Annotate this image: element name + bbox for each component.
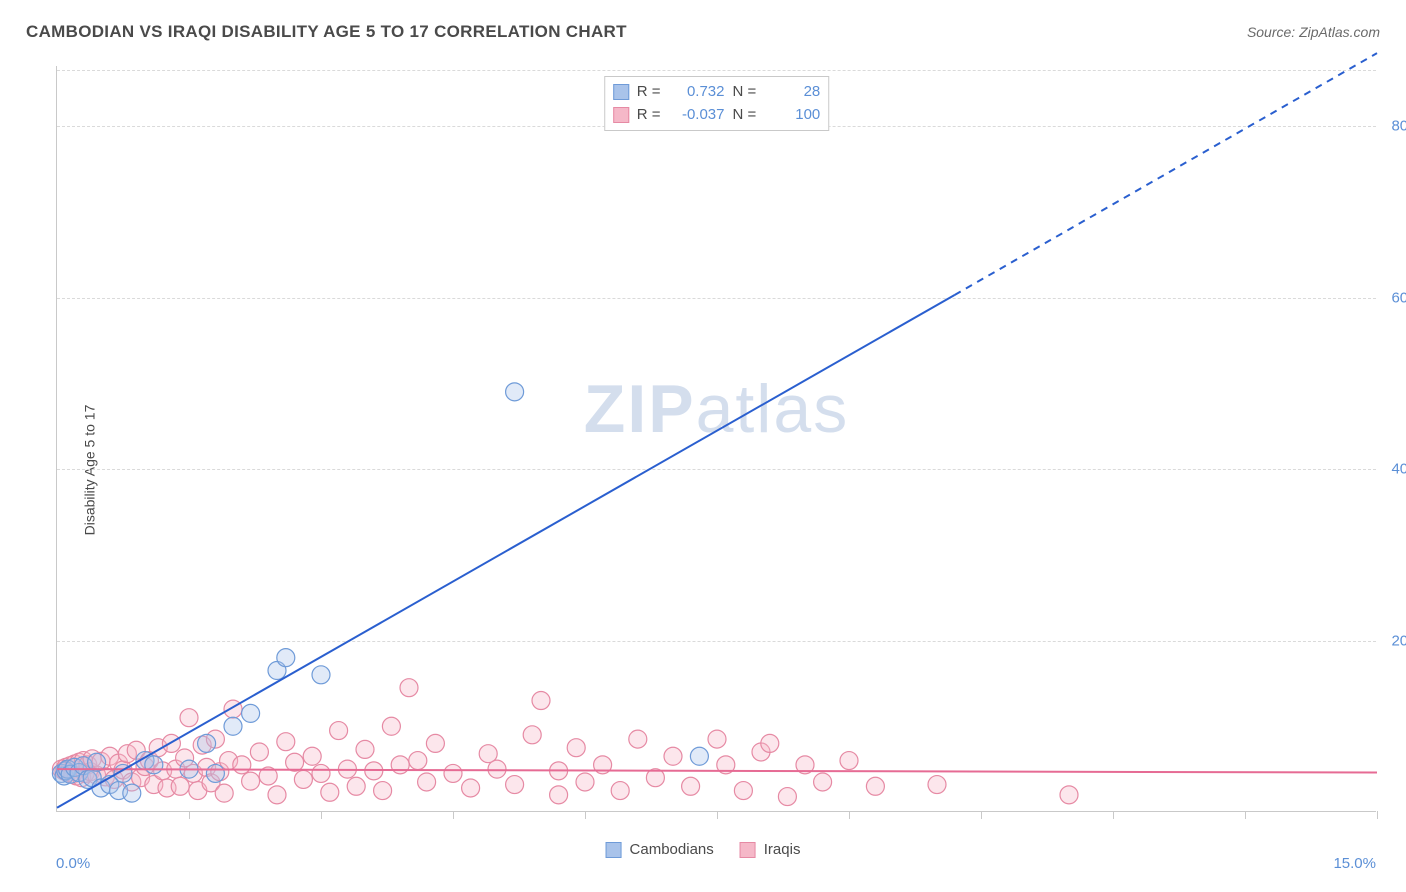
scatter-point: [426, 734, 444, 752]
scatter-point: [198, 734, 216, 752]
r-value-b: -0.037: [669, 104, 725, 127]
scatter-point: [550, 786, 568, 804]
scatter-point: [356, 740, 374, 758]
y-tick-label: 80.0%: [1391, 118, 1406, 135]
regression-line: [57, 295, 955, 808]
x-max-label: 15.0%: [1333, 855, 1376, 872]
scatter-point: [400, 679, 418, 697]
scatter-point: [567, 739, 585, 757]
scatter-point: [523, 726, 541, 744]
scatter-point: [814, 773, 832, 791]
plot-area: ZIPatlas 20.0%40.0%60.0%80.0% R = 0.732 …: [56, 66, 1376, 812]
scatter-point: [734, 782, 752, 800]
scatter-point: [233, 756, 251, 774]
scatter-point: [250, 743, 268, 761]
legend-stats-row-b: R = -0.037 N = 100: [613, 104, 821, 127]
scatter-point: [206, 764, 224, 782]
scatter-point: [145, 756, 163, 774]
scatter-point: [778, 788, 796, 806]
scatter-point: [224, 717, 242, 735]
scatter-point: [277, 649, 295, 667]
scatter-point: [629, 730, 647, 748]
n-label-a: N =: [733, 81, 757, 104]
scatter-point: [382, 717, 400, 735]
scatter-point: [462, 779, 480, 797]
x-tick: [585, 811, 586, 819]
x-tick: [1113, 811, 1114, 819]
x-tick: [189, 811, 190, 819]
x-origin-label: 0.0%: [56, 855, 90, 872]
y-tick-label: 60.0%: [1391, 289, 1406, 306]
n-value-b: 100: [764, 104, 820, 127]
scatter-point: [611, 782, 629, 800]
scatter-point: [286, 753, 304, 771]
n-value-a: 28: [764, 81, 820, 104]
scatter-point: [215, 784, 233, 802]
scatter-point: [330, 722, 348, 740]
scatter-point: [506, 383, 524, 401]
scatter-point: [444, 764, 462, 782]
legend-stats-row-a: R = 0.732 N = 28: [613, 81, 821, 104]
scatter-point: [690, 747, 708, 765]
scatter-point: [866, 777, 884, 795]
scatter-point: [391, 756, 409, 774]
n-label-b: N =: [733, 104, 757, 127]
chart-container: Disability Age 5 to 17 ZIPatlas 20.0%40.…: [10, 58, 1396, 882]
legend-item-b: Iraqis: [740, 841, 801, 858]
legend-label-a: Cambodians: [630, 841, 714, 858]
x-tick: [1377, 811, 1378, 819]
scatter-point: [312, 764, 330, 782]
scatter-point: [506, 776, 524, 794]
scatter-point: [761, 734, 779, 752]
scatter-point: [418, 773, 436, 791]
scatter-point: [268, 786, 286, 804]
scatter-point: [374, 782, 392, 800]
x-tick: [321, 811, 322, 819]
x-tick: [717, 811, 718, 819]
scatter-point: [409, 752, 427, 770]
chart-title: CAMBODIAN VS IRAQI DISABILITY AGE 5 TO 1…: [26, 22, 627, 42]
x-tick: [981, 811, 982, 819]
y-tick-label: 20.0%: [1391, 632, 1406, 649]
scatter-point: [488, 760, 506, 778]
plot-svg: [57, 66, 1376, 811]
r-label-b: R =: [637, 104, 661, 127]
legend-stats: R = 0.732 N = 28 R = -0.037 N = 100: [604, 76, 830, 131]
legend-square-a2: [606, 842, 622, 858]
scatter-point: [242, 704, 260, 722]
scatter-point: [294, 770, 312, 788]
scatter-point: [1060, 786, 1078, 804]
scatter-point: [312, 666, 330, 684]
scatter-point: [708, 730, 726, 748]
source-label: Source: ZipAtlas.com: [1247, 24, 1380, 40]
scatter-point: [347, 777, 365, 795]
legend-square-a: [613, 84, 629, 100]
legend-item-a: Cambodians: [606, 841, 714, 858]
legend-square-b: [613, 107, 629, 123]
scatter-point: [123, 784, 141, 802]
scatter-point: [576, 773, 594, 791]
regression-line: [57, 769, 1377, 772]
x-tick: [849, 811, 850, 819]
scatter-point: [928, 776, 946, 794]
legend-label-b: Iraqis: [764, 841, 801, 858]
r-label-a: R =: [637, 81, 661, 104]
legend-square-b2: [740, 842, 756, 858]
legend-series: Cambodians Iraqis: [606, 841, 801, 858]
x-tick: [1245, 811, 1246, 819]
scatter-point: [303, 747, 321, 765]
scatter-point: [180, 709, 198, 727]
scatter-point: [242, 772, 260, 790]
scatter-point: [840, 752, 858, 770]
regression-line: [955, 53, 1377, 295]
r-value-a: 0.732: [669, 81, 725, 104]
scatter-point: [277, 733, 295, 751]
scatter-point: [664, 747, 682, 765]
scatter-point: [321, 783, 339, 801]
scatter-point: [532, 692, 550, 710]
x-tick: [453, 811, 454, 819]
scatter-point: [682, 777, 700, 795]
y-tick-label: 40.0%: [1391, 461, 1406, 478]
